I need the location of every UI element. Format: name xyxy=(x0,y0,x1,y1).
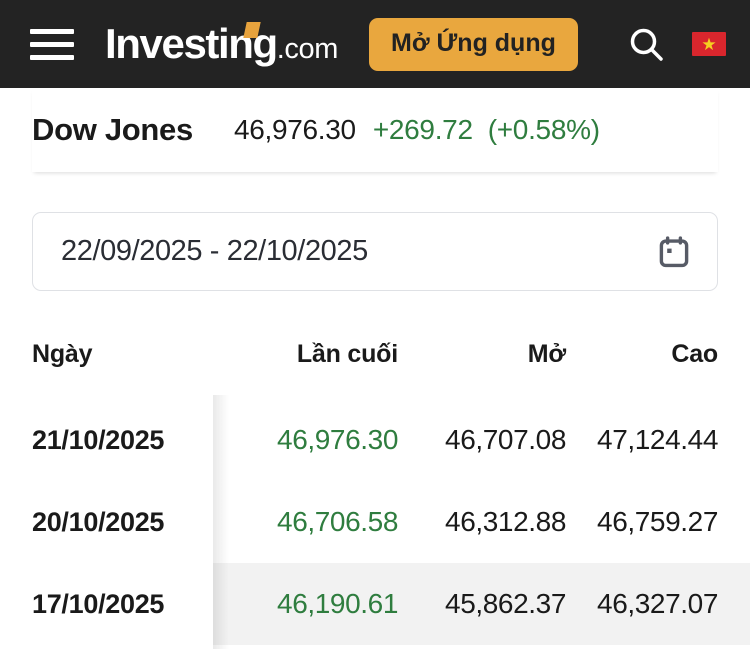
date-range-value[interactable]: 22/09/2025 - 22/10/2025 xyxy=(61,235,368,267)
column-header-last[interactable]: Lần cuối xyxy=(296,340,398,368)
cell-open: 46,312.88 xyxy=(445,506,566,537)
hamburger-bar xyxy=(30,41,74,47)
cell-open: 45,862.37 xyxy=(398,563,566,645)
hamburger-menu-icon[interactable] xyxy=(30,28,74,60)
cell-last: 46,706.58 xyxy=(277,506,398,537)
table-row[interactable]: 20/10/2025 46,706.58 46,312.88 46,759.27 xyxy=(0,481,750,563)
cell-date: 21/10/2025 xyxy=(32,424,165,455)
cell-last: 46,190.61 xyxy=(213,563,398,645)
historical-data-table: Ngày Lần cuối Mở Cao 21/10/2025 46,976.3… xyxy=(0,340,750,645)
table-header-row: Ngày Lần cuối Mở Cao xyxy=(0,340,750,399)
cell-date: 20/10/2025 xyxy=(32,506,165,537)
flag-star: ★ xyxy=(701,34,717,54)
instrument-name: Dow Jones xyxy=(32,112,193,147)
calendar-icon[interactable] xyxy=(657,235,691,269)
hamburger-bar xyxy=(30,28,74,34)
cell-open: 46,707.08 xyxy=(445,424,566,455)
quote-summary-bar: Dow Jones 46,976.30 +269.72 (+0.58%) xyxy=(32,88,718,172)
vietnam-flag-icon[interactable]: ★ xyxy=(692,32,726,56)
hamburger-bar xyxy=(30,54,74,60)
column-header-high[interactable]: Cao xyxy=(671,340,718,368)
column-header-date[interactable]: Ngày xyxy=(32,340,93,368)
date-range-picker[interactable]: 22/09/2025 - 22/10/2025 xyxy=(32,212,718,291)
instrument-last-price: 46,976.30 xyxy=(233,114,356,145)
date-range-section: 22/09/2025 - 22/10/2025 xyxy=(32,212,718,291)
investing-logo[interactable]: Investing .com xyxy=(105,22,339,65)
cell-last: 46,976.30 xyxy=(277,424,398,455)
historical-data-table-wrapper: Ngày Lần cuối Mở Cao 21/10/2025 46,976.3… xyxy=(0,340,750,649)
cell-high: 47,124.44 xyxy=(597,424,718,455)
column-header-open[interactable]: Mở xyxy=(527,340,566,368)
table-body: 21/10/2025 46,976.30 46,707.08 47,124.44… xyxy=(0,399,750,645)
instrument-change-percent: (+0.58%) xyxy=(487,114,600,145)
table-row[interactable]: 21/10/2025 46,976.30 46,707.08 47,124.44 xyxy=(0,399,750,481)
site-header: Investing .com Mở Ứng dụng ★ xyxy=(0,0,750,88)
cell-high: 46,327.07 xyxy=(566,563,750,645)
cell-date: 17/10/2025 xyxy=(32,588,165,619)
cell-high: 46,759.27 xyxy=(597,506,718,537)
logo-suffix: .com xyxy=(276,33,339,65)
search-icon[interactable] xyxy=(626,24,666,64)
open-app-button[interactable]: Mở Ứng dụng xyxy=(369,17,578,71)
table-row[interactable]: 17/10/2025 46,190.61 45,862.37 46,327.07 xyxy=(0,563,750,645)
table-header: Ngày Lần cuối Mở Cao xyxy=(0,340,750,399)
instrument-change: +269.72 xyxy=(372,114,473,145)
